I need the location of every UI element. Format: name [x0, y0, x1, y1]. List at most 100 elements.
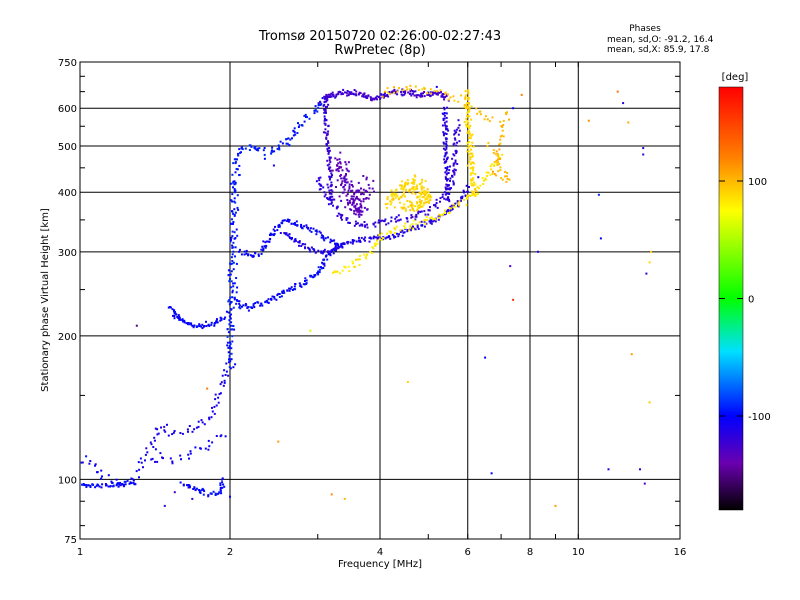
data-point: [228, 345, 231, 347]
data-point: [286, 289, 289, 292]
data-point: [337, 170, 340, 173]
data-point: [230, 358, 233, 361]
data-point: [313, 112, 316, 115]
data-point: [377, 219, 380, 222]
data-point: [474, 173, 477, 176]
data-point: [453, 173, 456, 176]
data-point: [425, 222, 428, 225]
data-point: [142, 466, 144, 469]
data-point: [453, 137, 456, 140]
data-point: [358, 264, 361, 266]
data-point: [327, 140, 329, 143]
data-point: [444, 124, 447, 127]
data-point: [323, 248, 326, 251]
data-point: [221, 481, 224, 484]
data-point: [348, 221, 351, 224]
data-point: [394, 190, 397, 193]
data-point: [351, 185, 354, 188]
data-point: [164, 430, 167, 433]
data-point: [236, 158, 238, 161]
data-point: [622, 102, 625, 105]
colorbar-unit-label: [deg]: [722, 72, 749, 83]
data-point: [390, 91, 393, 94]
data-point: [313, 109, 316, 112]
data-point: [490, 168, 493, 171]
data-point: [177, 314, 180, 317]
data-point: [471, 155, 474, 158]
data-point: [368, 193, 371, 196]
data-point: [345, 173, 347, 175]
data-point: [390, 194, 393, 197]
data-point: [279, 232, 282, 234]
data-point: [451, 174, 453, 177]
data-point: [411, 187, 414, 190]
data-point: [235, 168, 238, 170]
data-point: [396, 195, 399, 198]
data-point: [430, 222, 433, 225]
data-point: [460, 94, 463, 97]
data-point: [236, 300, 239, 302]
data-point: [301, 124, 304, 127]
data-point: [283, 232, 286, 235]
data-point: [83, 484, 86, 487]
data-point: [327, 141, 330, 144]
data-point: [504, 170, 507, 173]
data-point: [232, 306, 235, 309]
data-point: [337, 167, 340, 170]
data-point: [304, 277, 307, 280]
data-point: [149, 441, 152, 444]
data-point: [347, 203, 350, 206]
data-point: [435, 93, 438, 96]
data-point: [171, 308, 174, 311]
data-point: [414, 90, 417, 93]
data-point: [221, 486, 224, 489]
data-point: [465, 203, 468, 206]
data-point: [423, 225, 426, 228]
data-point: [428, 93, 431, 96]
data-point: [288, 287, 291, 290]
data-point: [286, 220, 289, 222]
data-point: [277, 225, 280, 228]
x-tick-labels: 1 2 4 6 8 10 16: [77, 547, 687, 558]
data-point: [505, 111, 508, 114]
data-point: [330, 240, 333, 242]
data-point: [425, 190, 428, 193]
data-point: [360, 206, 363, 209]
data-point: [324, 131, 327, 134]
data-point: [156, 433, 159, 436]
data-point: [304, 243, 307, 246]
data-point: [391, 198, 394, 201]
data-point: [215, 321, 218, 324]
data-point: [254, 302, 257, 305]
data-point: [437, 218, 440, 221]
data-point: [150, 458, 153, 461]
data-point: [362, 198, 365, 200]
data-point: [232, 180, 235, 183]
data-point: [332, 239, 335, 242]
data-point: [298, 240, 301, 243]
data-point: [338, 195, 341, 198]
data-point: [415, 223, 418, 226]
data-point: [379, 97, 381, 100]
data-point: [234, 161, 237, 164]
data-point: [271, 149, 273, 152]
data-point: [459, 199, 462, 202]
data-point: [364, 236, 367, 239]
data-point: [378, 95, 381, 98]
data-point: [330, 181, 333, 184]
data-point: [445, 137, 448, 140]
data-point: [429, 88, 432, 91]
data-point: [313, 274, 316, 276]
data-point: [497, 170, 500, 173]
data-point: [189, 452, 192, 455]
data-point: [222, 384, 225, 387]
data-point: [337, 162, 340, 165]
data-point: [371, 245, 374, 248]
data-point: [325, 94, 328, 97]
data-point: [233, 231, 236, 234]
data-point: [324, 117, 326, 120]
data-point: [474, 190, 477, 192]
data-point: [207, 494, 210, 497]
data-point: [424, 192, 427, 195]
data-point: [232, 250, 235, 253]
